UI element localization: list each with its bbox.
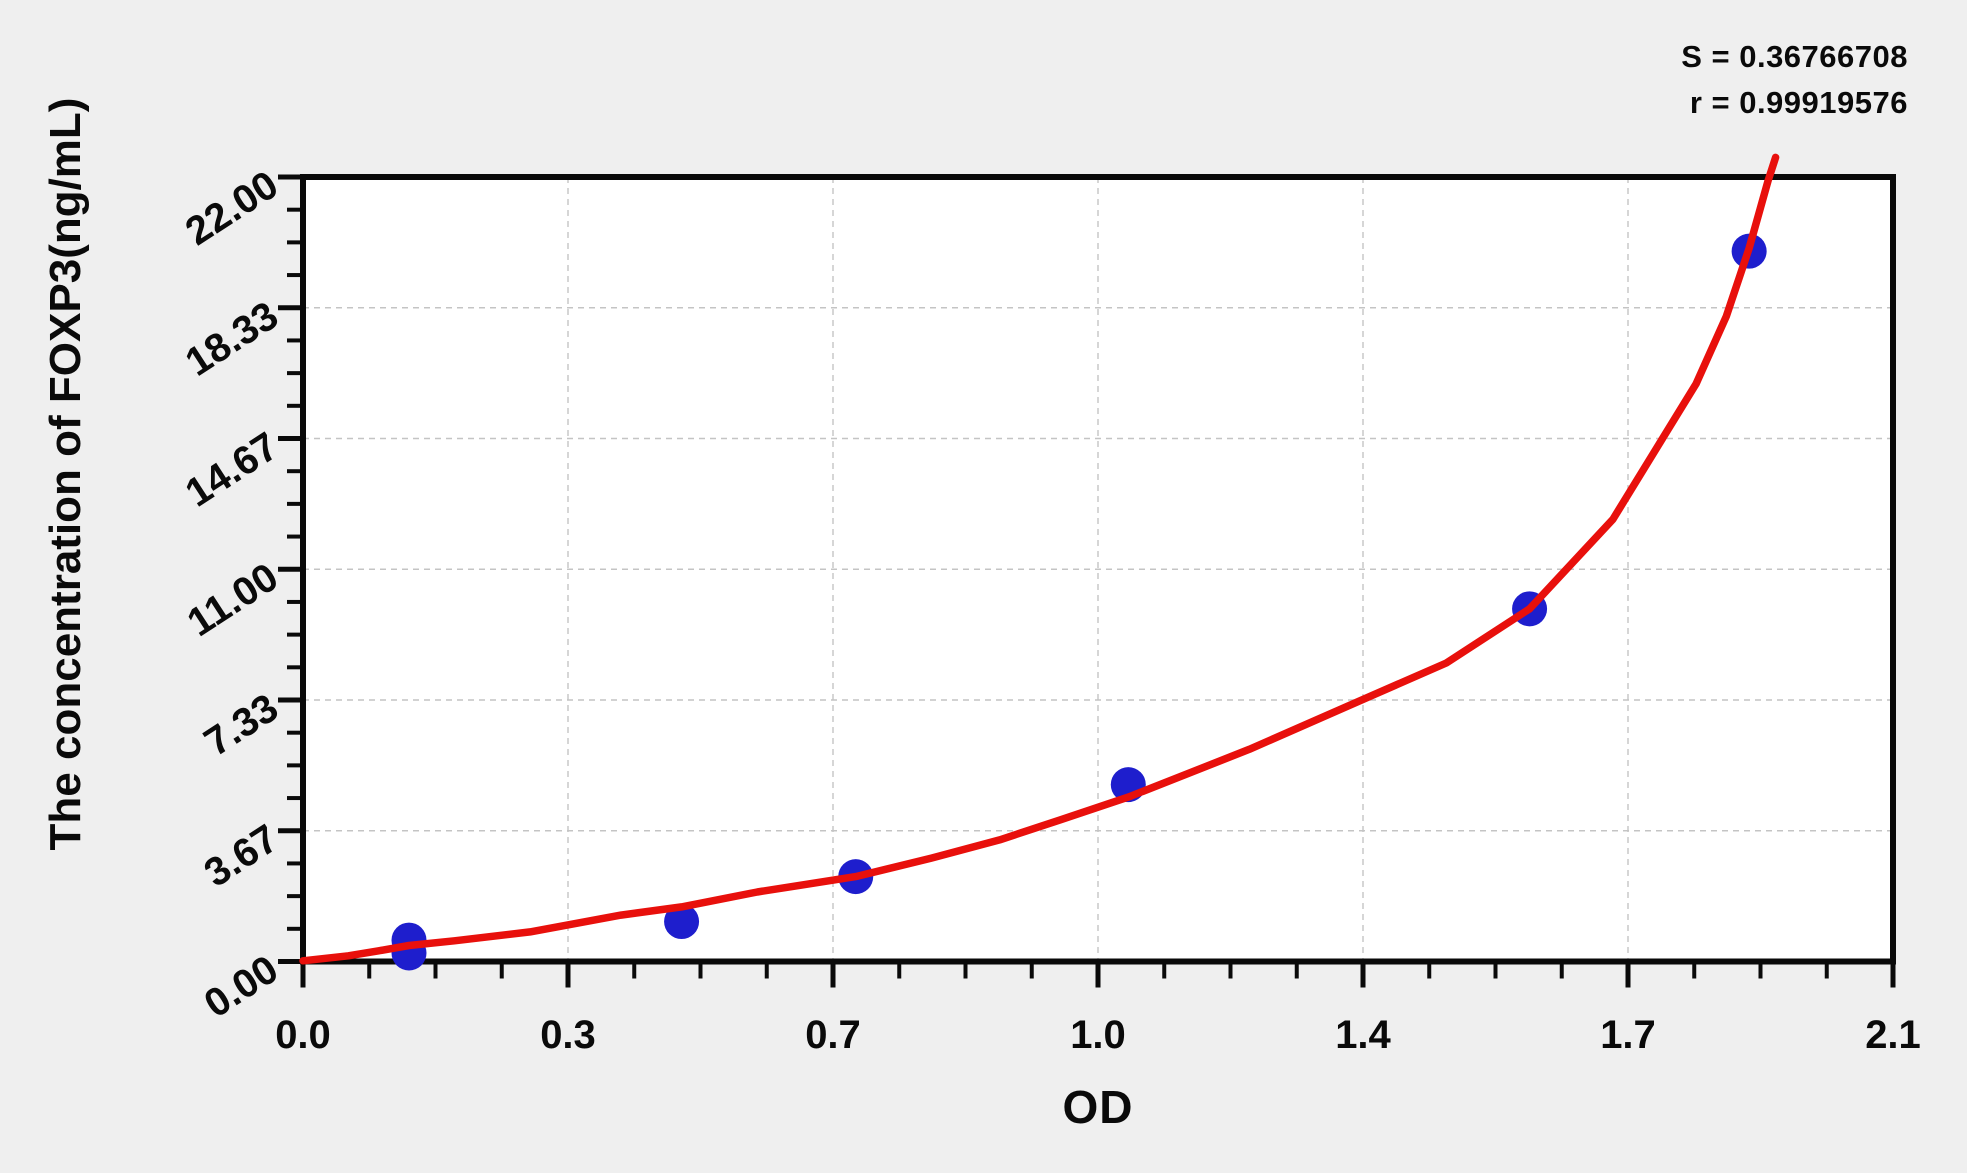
x-tick-label: 1.0	[1070, 1013, 1126, 1057]
x-tick-label: 1.7	[1600, 1013, 1656, 1057]
x-tick-label: 0.3	[540, 1013, 596, 1057]
y-tick-label: 22.00	[178, 163, 286, 254]
y-tick-label: 11.00	[180, 555, 286, 645]
data-point	[664, 904, 700, 940]
x-tick-label: 0.0	[275, 1013, 331, 1057]
stat-r-value: r = 0.99919576	[1689, 85, 1908, 120]
x-tick-label: 2.1	[1865, 1013, 1921, 1057]
y-tick-label: 0.00	[197, 947, 286, 1026]
y-tick-label: 14.67	[178, 424, 286, 515]
x-tick-label: 1.4	[1335, 1013, 1391, 1057]
y-tick-label: 18.33	[178, 293, 286, 384]
x-tick-label: 0.7	[805, 1013, 861, 1057]
fit-statistics: S = 0.36766708 r = 0.99919576	[1681, 34, 1908, 126]
data-point	[391, 922, 427, 958]
fit-curve	[299, 153, 1780, 965]
plot-frame	[300, 174, 1896, 965]
y-tick-label: 3.67	[197, 816, 286, 895]
stat-s-value: S = 0.36766708	[1681, 39, 1908, 74]
x-axis-title: OD	[1062, 1081, 1134, 1133]
y-tick-label: 7.33	[197, 686, 286, 765]
